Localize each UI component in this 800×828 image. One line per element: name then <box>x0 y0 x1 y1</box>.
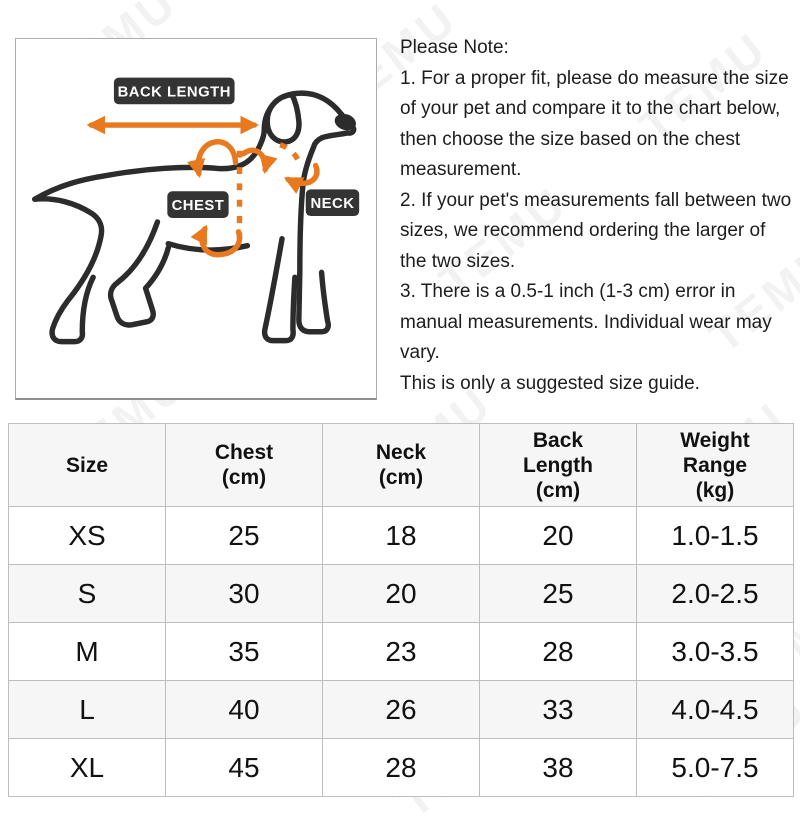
chest-badge <box>167 191 229 218</box>
neck-girth-bottom-arc <box>283 162 320 194</box>
size-cell: XL <box>8 738 166 797</box>
table-cell: 23 <box>322 622 480 681</box>
chest-label: CHEST <box>172 198 225 214</box>
header-cell-size: Size <box>8 423 166 507</box>
table-row-xl: XL 45 28 38 5.0-7.5 <box>8 738 794 797</box>
size-chart-header: Size Chest (cm) Neck (cm) Back Length (c… <box>8 423 794 507</box>
chest-girth-top-arc <box>187 139 239 179</box>
note-section: Please Note: 1. For a proper fit, please… <box>400 33 795 399</box>
table-cell: 28 <box>322 738 480 797</box>
size-cell: L <box>8 680 166 739</box>
measurement-arrows <box>86 115 320 258</box>
table-row-l: L 40 26 33 4.0-4.5 <box>8 680 794 739</box>
back-length-label: BACK LENGTH <box>118 84 231 100</box>
table-cell: 35 <box>165 622 323 681</box>
neck-badge <box>305 189 360 217</box>
header-row: Size Chest (cm) Neck (cm) Back Length (c… <box>8 423 794 507</box>
table-cell: 45 <box>165 738 323 797</box>
back-length-badge <box>113 77 235 105</box>
table-row-s: S 30 20 25 2.0-2.5 <box>8 564 794 623</box>
table-cell: 5.0-7.5 <box>636 738 794 797</box>
size-cell: S <box>8 564 166 623</box>
dog-measurement-illustration: BACK LENGTH CHEST NECK <box>32 77 360 345</box>
table-cell: 26 <box>322 680 480 739</box>
table-cell: 3.0-3.5 <box>636 622 794 681</box>
size-chart-table: Size Chest (cm) Neck (cm) Back Length (c… <box>8 423 794 797</box>
table-cell: 38 <box>479 738 637 797</box>
header-cell-weight: Weight Range (kg) <box>636 423 794 507</box>
neck-girth-dashed-arc <box>279 142 304 169</box>
measurement-diagram: BACK LENGTH CHEST NECK <box>15 38 377 400</box>
table-cell: 28 <box>479 622 637 681</box>
note-paragraph: 1. For a proper fit, please do measure t… <box>400 67 789 181</box>
table-cell: 2.0-2.5 <box>636 564 794 623</box>
table-row-xs: XS 25 18 20 1.0-1.5 <box>8 506 794 565</box>
note-paragraph: 2. If your pet's measurements fall betwe… <box>400 189 792 272</box>
size-chart-body: XS 25 18 20 1.0-1.5 S 30 20 25 2.0-2.5 M… <box>8 506 794 797</box>
table-cell: 1.0-1.5 <box>636 506 794 565</box>
size-cell: XS <box>8 506 166 565</box>
dog-nose <box>334 113 356 131</box>
table-row-m: M 35 23 28 3.0-3.5 <box>8 622 794 681</box>
table-cell: 30 <box>165 564 323 623</box>
note-paragraph: 3. There is a 0.5-1 inch (1-3 cm) error … <box>400 281 772 363</box>
measurement-labels: BACK LENGTH CHEST NECK <box>113 77 360 218</box>
size-cell: M <box>8 622 166 681</box>
table-cell: 25 <box>479 564 637 623</box>
chest-girth-bottom-arc <box>190 224 243 258</box>
header-cell-back-length: Back Length (cm) <box>479 423 637 507</box>
table-cell: 4.0-4.5 <box>636 680 794 739</box>
neck-label: NECK <box>310 196 354 212</box>
header-cell-neck: Neck (cm) <box>322 423 480 507</box>
chest-girth-shoulder-arc <box>240 147 278 175</box>
note-paragraph: This is only a suggested size guide. <box>400 372 700 394</box>
table-cell: 25 <box>165 506 323 565</box>
note-title: Please Note: <box>400 37 509 58</box>
table-cell: 40 <box>165 680 323 739</box>
header-cell-chest: Chest (cm) <box>165 423 323 507</box>
table-cell: 33 <box>479 680 637 739</box>
table-cell: 20 <box>322 564 480 623</box>
table-cell: 20 <box>479 506 637 565</box>
table-cell: 18 <box>322 506 480 565</box>
